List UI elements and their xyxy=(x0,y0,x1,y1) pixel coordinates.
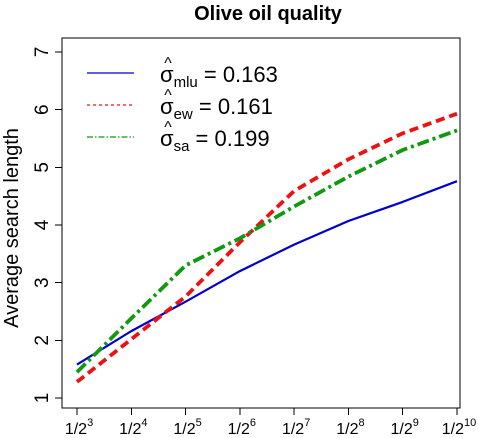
x-tick-label: 1/210 xyxy=(442,417,477,438)
data-point-sa xyxy=(130,317,133,320)
legend-label-mlu: σmlu = 0.163 xyxy=(160,62,278,91)
x-tick-label: 1/23 xyxy=(65,417,93,438)
series-layer xyxy=(75,111,459,384)
x-tick-label: 1/29 xyxy=(391,417,419,438)
y-tick-label: 1 xyxy=(32,393,53,404)
y-tick-label: 3 xyxy=(32,277,53,288)
data-point-mlu xyxy=(238,270,241,273)
legend-label-sa: σsa = 0.199 xyxy=(160,126,270,155)
data-point-sa xyxy=(238,237,241,240)
axes: 1 2 3 4 5 6 7 1/23 1/24 1/25 1/26 1/27 1/28 1/29 1/210 xyxy=(32,37,477,438)
legend-label-ew: σew = 0.161 xyxy=(160,94,273,123)
legend-hat-symbol: ^ xyxy=(164,119,172,136)
y-tick-label: 6 xyxy=(32,104,53,115)
data-point-mlu xyxy=(401,200,404,203)
x-tick-label: 1/26 xyxy=(228,417,256,438)
data-point-mlu xyxy=(347,220,350,223)
legend: ^σmlu = 0.163^σew = 0.161^σsa = 0.199 xyxy=(87,55,278,155)
data-point-sa xyxy=(76,371,79,374)
data-point-ew xyxy=(130,338,133,341)
plot-frame xyxy=(61,37,461,409)
data-point-mlu xyxy=(293,243,296,246)
data-point-sa xyxy=(401,149,404,152)
data-point-ew xyxy=(347,158,350,161)
data-point-mlu xyxy=(184,300,187,303)
x-tick-label: 1/24 xyxy=(119,417,147,438)
y-tick-label: 7 xyxy=(32,47,53,58)
data-point-ew xyxy=(401,132,404,135)
data-point-mlu xyxy=(456,180,459,183)
y-tick-label: 2 xyxy=(32,335,53,346)
legend-hat-symbol: ^ xyxy=(164,87,172,104)
y-tick-label: 5 xyxy=(32,162,53,173)
data-point-mlu xyxy=(76,363,79,366)
y-tick-label: 4 xyxy=(32,219,53,230)
data-point-ew xyxy=(184,295,187,298)
series-line-ew xyxy=(75,111,458,384)
data-point-sa xyxy=(184,264,187,267)
x-tick-label: 1/28 xyxy=(336,417,364,438)
series-line-mlu xyxy=(76,180,458,366)
data-point-ew xyxy=(456,112,459,115)
x-tick-label: 1/25 xyxy=(173,417,201,438)
data-point-sa xyxy=(293,205,296,208)
legend-hat-symbol: ^ xyxy=(164,55,172,72)
data-point-sa xyxy=(456,129,459,132)
data-point-ew xyxy=(238,241,241,244)
chart-title: Olive oil quality xyxy=(194,3,343,25)
y-axis-label: Average search length xyxy=(1,128,23,328)
data-point-mlu xyxy=(130,330,133,333)
data-point-sa xyxy=(347,175,350,178)
data-point-ew xyxy=(293,190,296,193)
data-point-ew xyxy=(76,380,79,383)
x-tick-label: 1/27 xyxy=(282,417,310,438)
